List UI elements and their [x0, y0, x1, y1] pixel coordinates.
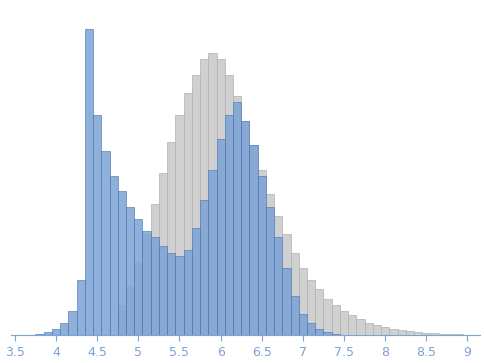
Bar — [208, 170, 216, 335]
Bar — [118, 191, 126, 335]
Bar — [208, 53, 216, 335]
Bar — [134, 219, 142, 335]
Bar — [159, 246, 167, 335]
Bar — [142, 231, 151, 335]
Bar — [175, 115, 183, 335]
Bar — [126, 286, 134, 335]
Bar — [414, 332, 422, 335]
Bar — [241, 121, 249, 335]
Bar — [307, 280, 315, 335]
Bar — [381, 327, 389, 335]
Bar — [126, 207, 134, 335]
Bar — [299, 314, 307, 335]
Bar — [430, 333, 439, 335]
Bar — [340, 311, 348, 335]
Bar — [159, 173, 167, 335]
Bar — [389, 329, 397, 335]
Bar — [315, 289, 323, 335]
Bar — [422, 333, 430, 335]
Bar — [109, 176, 118, 335]
Bar — [233, 102, 241, 335]
Bar — [332, 334, 340, 335]
Bar — [241, 121, 249, 335]
Bar — [249, 145, 257, 335]
Bar — [60, 323, 68, 335]
Bar — [35, 334, 44, 335]
Bar — [439, 334, 447, 335]
Bar — [200, 60, 208, 335]
Bar — [142, 234, 151, 335]
Bar — [364, 323, 373, 335]
Bar — [299, 268, 307, 335]
Bar — [282, 234, 290, 335]
Bar — [68, 311, 76, 335]
Bar — [175, 256, 183, 335]
Bar — [183, 249, 192, 335]
Bar — [52, 329, 60, 335]
Bar — [290, 253, 299, 335]
Bar — [225, 115, 233, 335]
Bar — [274, 216, 282, 335]
Bar — [266, 207, 274, 335]
Bar — [216, 139, 225, 335]
Bar — [323, 299, 332, 335]
Bar — [257, 170, 266, 335]
Bar — [397, 330, 406, 335]
Bar — [266, 194, 274, 335]
Bar — [44, 332, 52, 335]
Bar — [290, 295, 299, 335]
Bar — [225, 75, 233, 335]
Bar — [307, 323, 315, 335]
Bar — [134, 262, 142, 335]
Bar — [249, 145, 257, 335]
Bar — [447, 334, 455, 335]
Bar — [151, 204, 159, 335]
Bar — [167, 142, 175, 335]
Bar — [76, 280, 85, 335]
Bar — [257, 176, 266, 335]
Bar — [332, 305, 340, 335]
Bar — [101, 151, 109, 335]
Bar — [200, 200, 208, 335]
Bar — [323, 333, 332, 335]
Bar — [192, 228, 200, 335]
Bar — [356, 319, 364, 335]
Bar — [216, 60, 225, 335]
Bar — [315, 329, 323, 335]
Bar — [406, 331, 414, 335]
Bar — [233, 96, 241, 335]
Bar — [373, 325, 381, 335]
Bar — [151, 237, 159, 335]
Bar — [192, 75, 200, 335]
Bar — [167, 253, 175, 335]
Bar — [282, 268, 290, 335]
Bar — [85, 29, 93, 335]
Bar — [455, 334, 463, 335]
Bar — [274, 237, 282, 335]
Bar — [93, 115, 101, 335]
Bar — [118, 305, 126, 335]
Bar — [183, 93, 192, 335]
Bar — [348, 315, 356, 335]
